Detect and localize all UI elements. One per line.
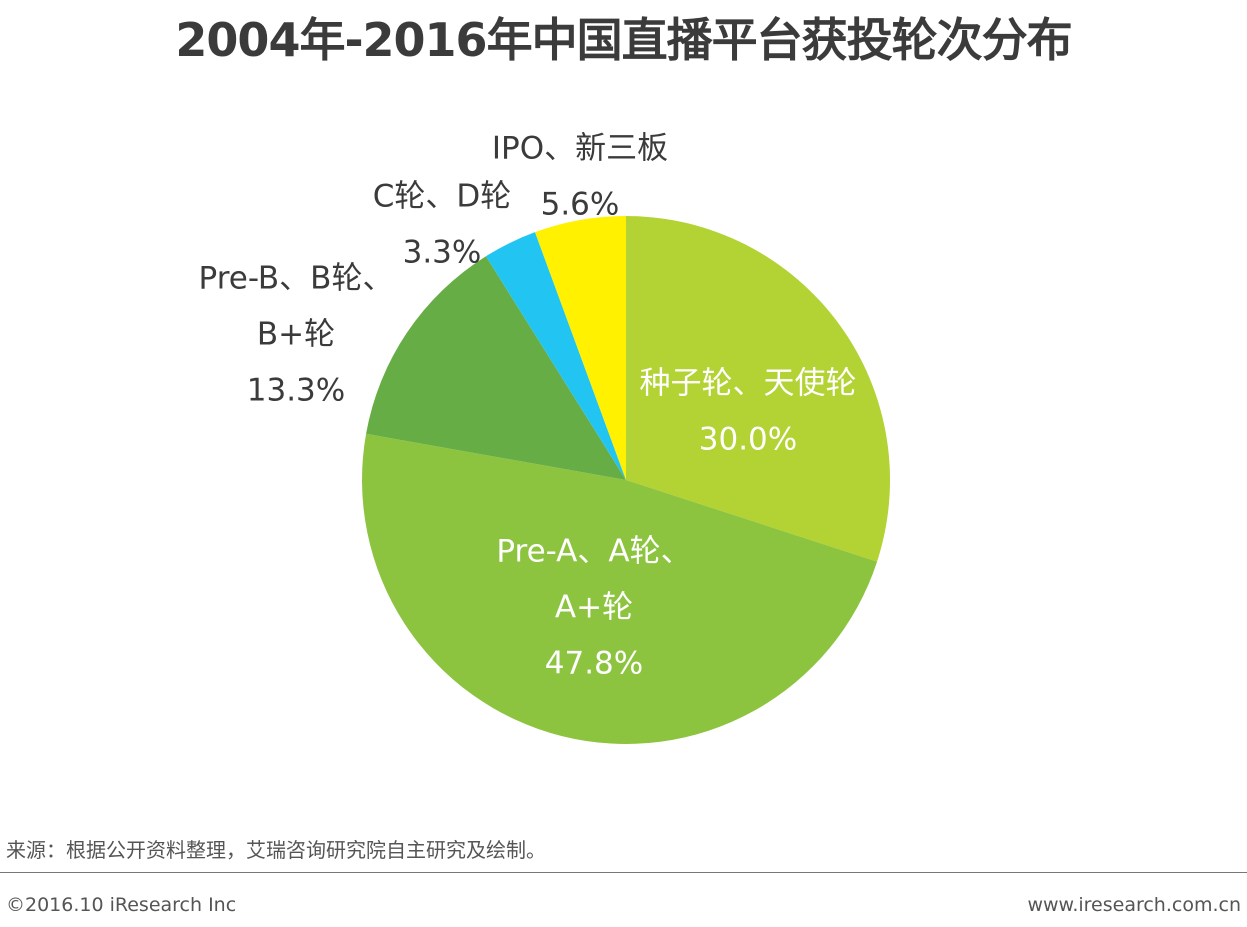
slice-value-label-5: 5.6% [541, 187, 620, 223]
slice-value-label-2: 47.8% [545, 646, 643, 682]
pie-slice-2 [362, 433, 878, 744]
footer-divider [0, 872, 1247, 873]
slice-value-label-3: 13.3% [247, 373, 345, 409]
slice-category-label-2-line-2: A+轮 [555, 590, 633, 626]
pie-labels: 种子轮、天使轮 30.0% Pre-A、A轮、 A+轮 47.8% Pre-B、B轮、 B+… [199, 131, 857, 682]
slice-category-label-2-line-1: Pre-A、A轮、 [496, 534, 691, 570]
pie-slice-5 [535, 216, 626, 480]
slice-category-label-4-line-1: C轮、D轮 [373, 179, 512, 215]
pie-slices [362, 216, 891, 744]
pie-slice-3 [366, 256, 626, 480]
copyright-text: ©2016.10 iResearch Inc [6, 894, 237, 916]
pie-slice-1 [626, 216, 891, 562]
slice-value-label-1: 30.0% [699, 422, 797, 458]
slice-category-label-3-line-2: B+轮 [257, 317, 335, 353]
website-link[interactable]: www.iresearch.com.cn [1027, 894, 1241, 916]
chart-title: 2004年-2016年中国直播平台获投轮次分布 [175, 13, 1072, 67]
source-note: 来源：根据公开资料整理，艾瑞咨询研究院自主研究及绘制。 [6, 838, 546, 862]
slice-category-label-3-line-1: Pre-B、B轮、 [199, 261, 394, 297]
slice-category-label-1-line-1: 种子轮、天使轮 [640, 366, 857, 402]
pie-slice-4 [485, 232, 626, 480]
slice-category-label-5-line-1: IPO、新三板 [492, 131, 668, 167]
slice-value-label-4: 3.3% [403, 235, 482, 271]
